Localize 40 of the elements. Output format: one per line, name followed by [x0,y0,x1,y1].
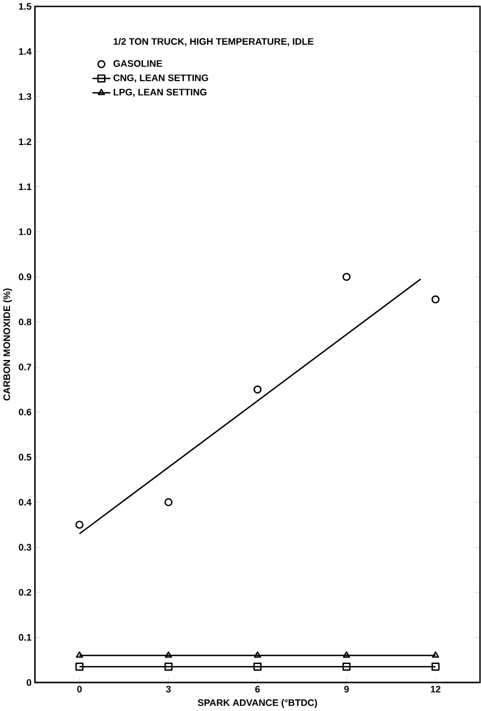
point [76,520,84,529]
y-tick-label: 0.9 [18,274,32,280]
y-tick-label: 1.4 [19,48,32,55]
x-tick-label: 6 [255,686,260,693]
y-tick-label: 1.5 [19,3,32,10]
point [165,651,172,658]
x-tick-label: 12 [430,686,441,692]
point [254,662,262,671]
point [164,662,173,671]
y-tick-label: 0 [26,679,32,686]
point [342,662,351,671]
x-axis-title: SPARK ADVANCE (°BTDC) [198,699,318,708]
point [164,498,173,506]
y-axis-title: CARBON MONOXIDE (%) [3,288,12,400]
point [76,662,84,671]
point [432,662,440,671]
y-tick-label: 1.2 [19,138,32,145]
y-tick-label: 1.3 [19,93,32,100]
point [342,272,351,281]
y-tick-label: 0.3 [18,544,32,551]
y-tick-label: 1.0 [19,228,32,236]
legend-label: CNG, LEAN SETTING [114,74,208,83]
y-tick-label: 0.2 [18,588,32,596]
x-tick-label: 9 [344,686,349,693]
x-tick-label: 0 [77,686,82,693]
point [432,295,440,304]
y-tick-label: 0.8 [18,318,32,326]
x-tick-label: 3 [166,686,171,693]
y-tick-label: 0.4 [18,498,32,506]
y-tick-label: 0.1 [18,634,32,641]
legend-label: GASOLINE [114,60,162,67]
legend-label: LPG, LEAN SETTING [114,88,207,97]
point [254,385,262,394]
point [254,651,262,658]
point [343,651,350,658]
y-tick-label: 0.5 [18,454,32,460]
legend-title: 1/2 TON TRUCK, HIGH TEMPERATURE, IDLE [114,38,314,46]
y-tick-label: 0.7 [18,364,32,370]
y-tick-label: 0.6 [18,408,32,416]
y-tick-label: 1.1 [19,183,32,190]
